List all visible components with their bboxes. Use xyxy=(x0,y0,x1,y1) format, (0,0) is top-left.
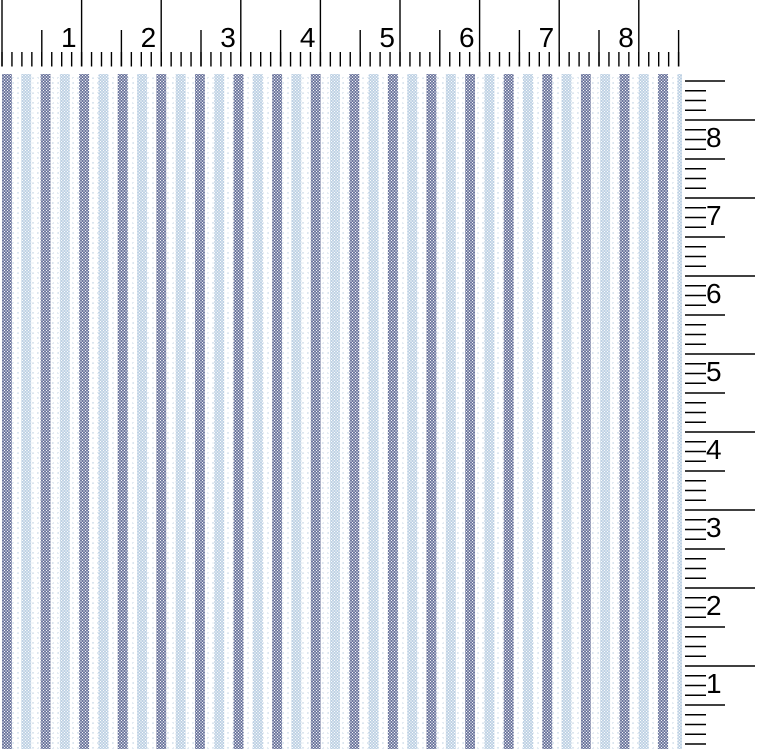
ruler-label: 1 xyxy=(61,22,77,53)
ruler-label: 2 xyxy=(141,22,157,53)
ruler-label: 7 xyxy=(539,22,555,53)
ruler-label: 6 xyxy=(459,22,475,53)
ruler-label: 6 xyxy=(706,278,722,309)
top-ruler: 1 2 3 4 5 6 7 8 xyxy=(1,0,680,67)
ruler-label: 3 xyxy=(220,22,236,53)
ruler-label: 5 xyxy=(379,22,395,53)
ruler-label: 7 xyxy=(706,200,722,231)
ruler-label: 4 xyxy=(300,22,316,53)
ruler-label: 3 xyxy=(706,512,722,543)
right-ruler: 8 7 6 5 4 3 2 1 xyxy=(685,80,755,745)
ruler-label: 8 xyxy=(706,122,722,153)
ruler-label: 4 xyxy=(706,434,722,465)
ruler-label: 5 xyxy=(706,356,722,387)
ruler-label: 1 xyxy=(706,668,722,699)
ruler-label: 2 xyxy=(706,590,722,621)
striped-fabric-swatch xyxy=(0,74,682,749)
ruler-label: 8 xyxy=(618,22,634,53)
